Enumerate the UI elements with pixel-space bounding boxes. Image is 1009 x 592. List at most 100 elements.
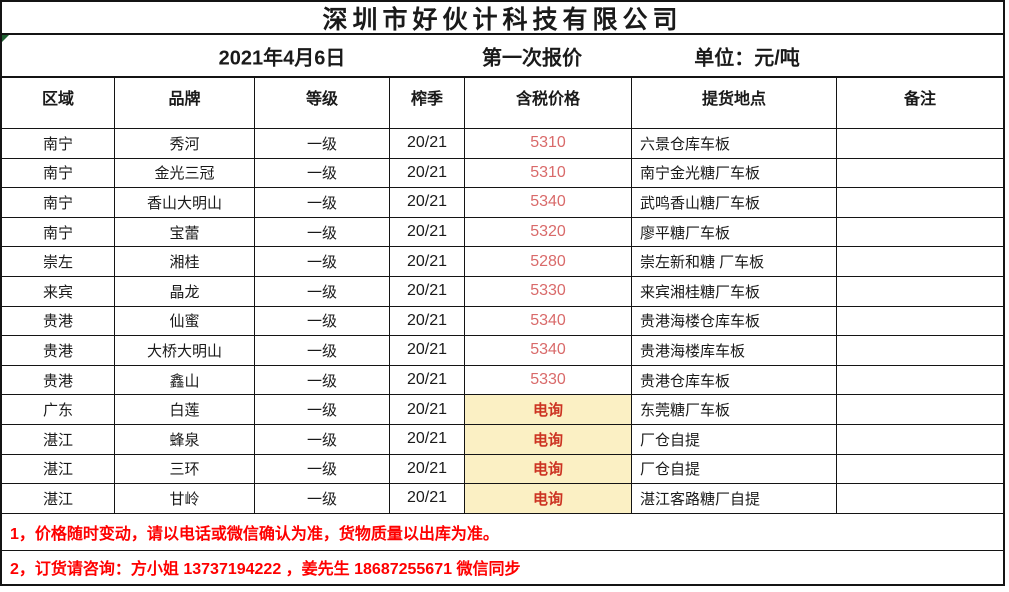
cell-price: 电询 [465, 454, 632, 484]
quote-date: 2021年4月6日 [218, 47, 346, 69]
cell-brand: 晶龙 [115, 276, 255, 306]
cell-season: 20/21 [390, 188, 465, 217]
table-row: 南宁 秀河 一级 20/21 5310 六景仓库车板 [2, 129, 1003, 159]
cell-brand: 香山大明山 [115, 188, 255, 217]
cell-location: 湛江客路糖厂自提 [632, 484, 837, 513]
cell-region: 湛江 [2, 484, 115, 513]
cell-brand: 大桥大明山 [115, 336, 255, 365]
cell-note [837, 395, 1003, 424]
cell-price: 5280 [465, 247, 632, 276]
cell-location: 东莞糖厂车板 [632, 395, 837, 424]
cell-price: 5330 [465, 365, 632, 395]
cell-grade: 一级 [255, 276, 390, 306]
footer-note-1: 1，价格随时变动，请以电话或微信确认为准，货物质量以出库为准。 [2, 514, 1003, 551]
note-text: 2，订货请咨询：方小姐 13737194222 ，姜先生 18687255671… [10, 561, 521, 579]
table-body: 南宁 秀河 一级 20/21 5310 六景仓库车板 南宁 金光三冠 一级 20… [2, 129, 1003, 514]
table-row: 湛江 蜂泉 一级 20/21 电询 厂仓自提 [2, 424, 1003, 455]
table-row: 广东 白莲 一级 20/21 电询 东莞糖厂车板 [2, 395, 1003, 425]
cell-location: 贵港仓库车板 [632, 365, 837, 395]
cell-price: 5310 [465, 129, 632, 158]
cell-region: 贵港 [2, 306, 115, 336]
cell-region: 广东 [2, 395, 115, 424]
cell-brand: 仙蜜 [115, 306, 255, 336]
cell-location: 厂仓自提 [632, 454, 837, 484]
cell-region: 崇左 [2, 247, 115, 276]
header-location: 提货地点 [632, 78, 837, 128]
footer-note-2: 2，订货请咨询：方小姐 13737194222 ，姜先生 18687255671… [2, 551, 1003, 584]
cell-note [837, 307, 1003, 336]
cell-region: 南宁 [2, 129, 115, 158]
cell-location: 崇左新和糖 厂车板 [632, 247, 837, 276]
cell-season: 20/21 [390, 365, 465, 395]
table-row: 南宁 金光三冠 一级 20/21 5310 南宁金光糖厂车板 [2, 158, 1003, 189]
header-grade: 等级 [255, 78, 390, 128]
cell-grade: 一级 [255, 129, 390, 158]
cell-grade: 一级 [255, 336, 390, 365]
cell-brand: 三环 [115, 454, 255, 484]
cell-grade: 一级 [255, 306, 390, 336]
cell-price: 5340 [465, 188, 632, 217]
cell-season: 20/21 [390, 395, 465, 424]
cell-price: 5320 [465, 217, 632, 247]
cell-season: 20/21 [390, 424, 465, 454]
cell-price: 5310 [465, 158, 632, 188]
cell-season: 20/21 [390, 247, 465, 276]
date-row: 2021年4月6日 第一次报价 单位：元/吨 [2, 35, 1003, 78]
note-text: 1，价格随时变动，请以电话或微信确认为准，货物质量以出库为准。 [10, 525, 499, 543]
header-note: 备注 [903, 91, 936, 108]
cell-grade: 一级 [255, 188, 390, 217]
cell-brand: 白莲 [115, 395, 255, 424]
cell-region: 南宁 [2, 188, 115, 217]
table-row: 来宾 晶龙 一级 20/21 5330 来宾湘桂糖厂车板 [2, 276, 1003, 307]
cell-location: 来宾湘桂糖厂车板 [632, 276, 837, 306]
cell-note [837, 425, 1003, 454]
cell-region: 来宾 [2, 276, 115, 306]
cell-brand: 湘桂 [115, 247, 255, 276]
cell-season: 20/21 [390, 336, 465, 365]
cell-grade: 一级 [255, 454, 390, 484]
cell-grade: 一级 [255, 484, 390, 513]
cell-price: 电询 [465, 484, 632, 513]
cell-region: 南宁 [2, 217, 115, 247]
cell-note [837, 277, 1003, 306]
cell-note [837, 188, 1003, 217]
cell-grade: 一级 [255, 395, 390, 424]
cell-region: 湛江 [2, 454, 115, 484]
table-row: 贵港 仙蜜 一级 20/21 5340 贵港海楼仓库车板 [2, 306, 1003, 337]
table-row: 南宁 宝蕾 一级 20/21 5320 廖平糖厂车板 [2, 217, 1003, 248]
cell-location: 六景仓库车板 [632, 129, 837, 158]
header-season: 榨季 [390, 78, 465, 128]
table-row: 湛江 甘岭 一级 20/21 电询 湛江客路糖厂自提 [2, 484, 1003, 514]
header-price: 含税价格 [465, 78, 632, 128]
cell-grade: 一级 [255, 365, 390, 395]
table-row: 贵港 大桥大明山 一级 20/21 5340 贵港海楼库车板 [2, 336, 1003, 366]
company-title: 深圳市好伙计科技有限公司 [322, 6, 683, 34]
table-row: 崇左 湘桂 一级 20/21 5280 崇左新和糖 厂车板 [2, 247, 1003, 277]
cell-brand: 鑫山 [115, 365, 255, 395]
cell-season: 20/21 [390, 276, 465, 306]
cell-price: 电询 [465, 424, 632, 454]
cell-grade: 一级 [255, 247, 390, 276]
cell-season: 20/21 [390, 217, 465, 247]
header-region: 区域 [2, 78, 115, 128]
cell-grade: 一级 [255, 217, 390, 247]
quote-round: 第一次报价 [482, 47, 582, 69]
title-row: 深圳市好伙计科技有限公司 [2, 2, 1003, 35]
cell-note [837, 129, 1003, 158]
cell-season: 20/21 [390, 129, 465, 158]
cell-note [837, 247, 1003, 276]
table-row: 南宁 香山大明山 一级 20/21 5340 武鸣香山糖厂车板 [2, 188, 1003, 218]
cell-price: 5330 [465, 276, 632, 306]
cell-season: 20/21 [390, 484, 465, 513]
unit-label: 单位：元/吨 [694, 47, 800, 69]
cell-price: 5340 [465, 306, 632, 336]
cell-grade: 一级 [255, 158, 390, 188]
cell-brand: 秀河 [115, 129, 255, 158]
cell-note [837, 484, 1003, 513]
cell-error-marker-icon [2, 35, 9, 42]
cell-note [837, 159, 1003, 188]
cell-note [837, 366, 1003, 395]
cell-note [837, 455, 1003, 484]
cell-note [837, 218, 1003, 247]
